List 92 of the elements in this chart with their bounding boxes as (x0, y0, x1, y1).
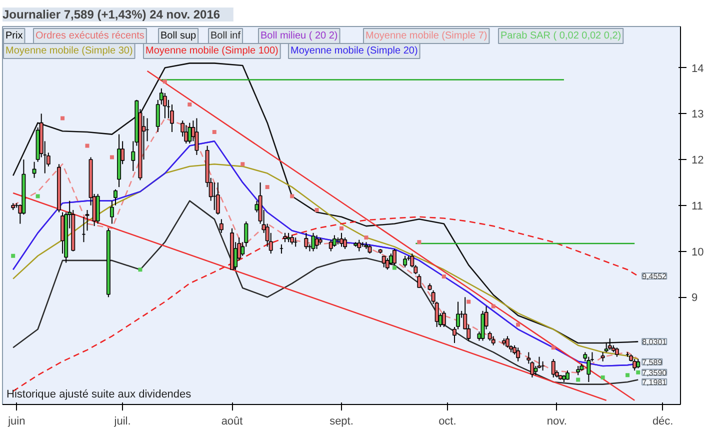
point (314, 208, 319, 212)
y-tick-label: 10 (692, 246, 704, 258)
point (516, 322, 520, 327)
y-tick-label: 12 (692, 154, 704, 167)
candlestick (110, 200, 114, 224)
point (551, 346, 556, 350)
candlestick (614, 347, 619, 358)
candlestick (417, 274, 422, 288)
y-tick-label: 13 (692, 108, 704, 121)
candlestick (551, 358, 556, 378)
text: Boll inf (210, 30, 241, 42)
candlestick (216, 182, 220, 216)
candlestick (442, 310, 446, 328)
candlestick (576, 365, 580, 376)
candlestick (304, 232, 308, 250)
candlestick (604, 342, 608, 353)
annotation: Ordres exécutés récents (36, 30, 144, 42)
point (110, 155, 114, 160)
candlestick (314, 234, 319, 250)
x-tick-label: juil. (113, 416, 131, 428)
point (36, 194, 40, 198)
candlestick (636, 358, 640, 369)
text: Moyenne mobile (Simple 30) (6, 46, 133, 56)
x-tick-label: sept. (330, 416, 354, 428)
annotation: 8,0301 (642, 338, 668, 347)
candlestick (283, 232, 287, 243)
point (417, 240, 422, 244)
point (60, 116, 65, 120)
x-tick-label: déc. (652, 416, 674, 428)
chart-title: Journalier 7,589 (+1,43%) 24 nov. 2016 (2, 8, 220, 22)
point (466, 300, 471, 304)
candlestick (194, 118, 199, 156)
x-tick-label: nov. (546, 416, 567, 428)
candlestick (505, 336, 510, 348)
point (576, 378, 580, 382)
candlestick (403, 255, 408, 268)
candlestick (114, 188, 118, 206)
point (85, 144, 90, 148)
candlestick (491, 336, 496, 346)
text: Moyenne mobile (Simple 7) (366, 30, 488, 42)
candlestick (162, 92, 167, 119)
candlestick (170, 104, 174, 133)
candlestick (85, 209, 90, 232)
text: Moyenne mobile (Simple 20) (290, 46, 418, 56)
point (626, 373, 630, 378)
point (636, 370, 640, 374)
candlestick (385, 258, 390, 270)
candlestick (219, 218, 224, 234)
candlestick (488, 331, 492, 342)
point (364, 236, 368, 240)
candlestick (32, 161, 36, 178)
text: Boll milieu ( 20 2) (260, 30, 338, 42)
point (188, 102, 192, 106)
candlestick (516, 347, 520, 362)
y-tick-label: 14 (692, 62, 704, 75)
x-tick-label: août (221, 416, 243, 428)
candlestick (188, 122, 192, 144)
candlestick (328, 239, 333, 252)
y-tick-label: 9 (692, 292, 698, 304)
point (340, 226, 344, 230)
point (600, 375, 605, 380)
candlestick (332, 234, 336, 248)
text: Moyenne mobile (Simple 100) (146, 46, 278, 56)
point (491, 304, 496, 308)
text: Boll sup (160, 30, 197, 42)
point (212, 130, 216, 134)
text: Prix (6, 30, 23, 42)
candlestick (340, 232, 344, 248)
point (290, 194, 294, 198)
line-series (12, 62, 639, 344)
point (392, 266, 396, 270)
candlestick (392, 248, 396, 266)
point (11, 254, 16, 258)
point (162, 80, 167, 84)
point (265, 185, 270, 190)
candlestick (286, 232, 291, 243)
text: Parab SAR ( 0,02 0,02 0,2) (500, 30, 622, 42)
candlestick (586, 356, 591, 383)
candlestick (357, 239, 362, 252)
candlestick (632, 358, 637, 372)
candlestick (343, 237, 348, 250)
candlestick (608, 338, 612, 350)
annotation: Historique ajusté suite aux dividendes (6, 388, 192, 400)
point (138, 268, 142, 272)
point (240, 162, 245, 166)
candlestick (311, 232, 316, 252)
point (442, 274, 446, 279)
x-tick-label: juin (7, 416, 26, 428)
y-tick-label: 11 (692, 200, 703, 212)
x-tick-label: oct. (438, 416, 456, 428)
candlestick (290, 234, 294, 245)
candlestick (600, 352, 605, 362)
